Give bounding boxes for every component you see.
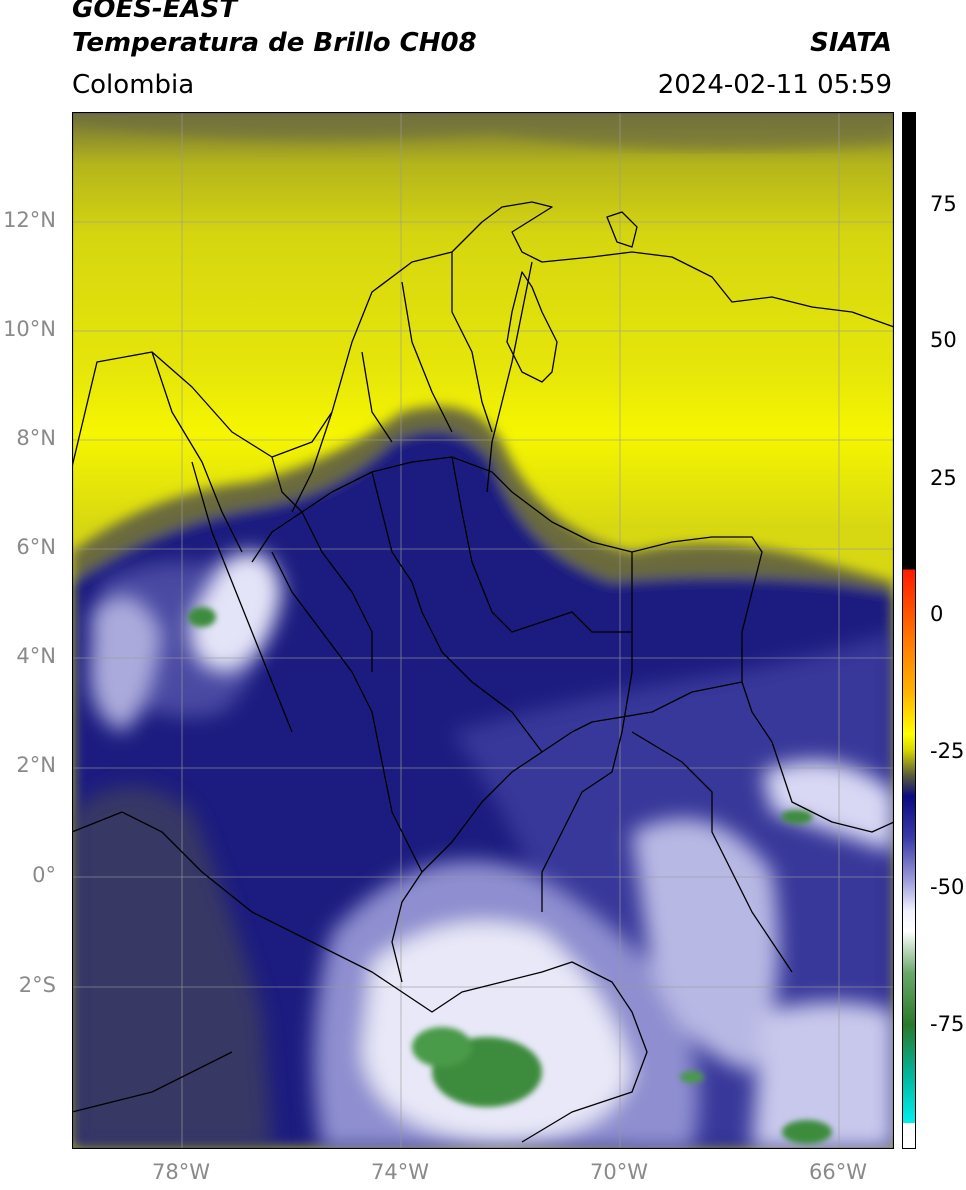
lon-label-70w: 70°W (590, 1160, 648, 1184)
colorbar-label-minus25: -25 (930, 739, 965, 763)
lat-label-8n: 8°N (16, 426, 56, 450)
colorbar-label-75: 75 (930, 192, 957, 216)
colorbar (902, 112, 916, 1149)
title-satellite: GOES-EAST (72, 0, 238, 24)
colorbar-label-25: 25 (930, 466, 957, 490)
lat-label-10n: 10°N (3, 317, 56, 341)
lon-label-66w: 66°W (809, 1160, 867, 1184)
region-label: Colombia (72, 70, 195, 100)
lon-label-74w: 74°W (371, 1160, 429, 1184)
colorbar-label-50: 50 (930, 328, 957, 352)
datetime-label: 2024-02-11 05:59 (657, 70, 892, 100)
lat-label-6n: 6°N (16, 535, 56, 559)
lat-label-2s: 2°S (18, 973, 56, 997)
colorbar-label-minus75: -75 (930, 1012, 965, 1036)
title-product: Temperatura de Brillo CH08 (72, 28, 477, 58)
org-label: SIATA (810, 28, 892, 58)
lat-label-12n: 12°N (3, 208, 56, 232)
lon-label-78w: 78°W (152, 1160, 210, 1184)
colorbar-label-0: 0 (930, 602, 944, 626)
colorbar-label-minus50: -50 (930, 875, 965, 899)
lat-label-0: 0° (32, 863, 56, 887)
lat-label-2n: 2°N (16, 753, 56, 777)
lat-label-4n: 4°N (16, 644, 56, 668)
satellite-map (72, 112, 894, 1149)
